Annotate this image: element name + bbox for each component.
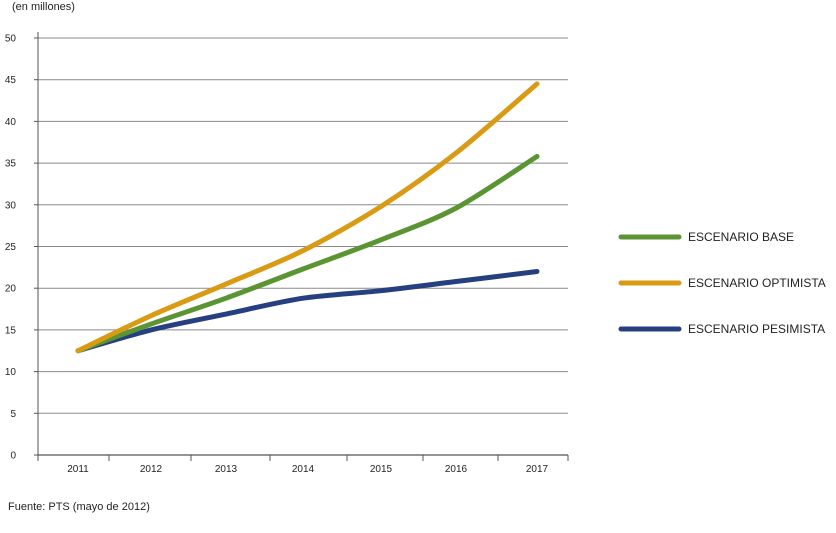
legend-item: ESCENARIO OPTIMISTA: [618, 276, 826, 290]
series-lines: [75, 81, 540, 354]
legend-item: ESCENARIO PESIMISTA: [618, 322, 825, 336]
y-tick-label: 20: [5, 284, 17, 295]
x-tick-label: 2015: [370, 464, 393, 475]
legend-label: ESCENARIO PESIMISTA: [688, 322, 825, 336]
y-tick-label: 25: [5, 242, 17, 253]
x-tick-label: 2014: [292, 464, 315, 475]
legend: ESCENARIO BASE ESCENARIO OPTIMISTA ESCENAR…: [618, 230, 826, 336]
legend-item: ESCENARIO BASE: [618, 230, 794, 244]
x-tick-label: 2011: [67, 464, 89, 475]
x-tick-label: 2016: [445, 464, 468, 475]
y-tick-label: 50: [5, 34, 17, 45]
axes: [34, 32, 569, 461]
y-tick-label: 45: [5, 75, 17, 86]
source-note: Fuente: PTS (mayo de 2012): [8, 501, 150, 513]
y-tick-label: 40: [5, 117, 17, 128]
y-tick-label: 0: [10, 451, 16, 462]
legend-label: ESCENARIO BASE: [688, 230, 794, 244]
y-tick-label: 30: [5, 200, 17, 211]
y-tick-label: 10: [5, 367, 17, 378]
x-tick-labels: 2011 2012 2013 2014 2015 2016 2017: [67, 464, 548, 475]
series-line-escenario-base: [75, 153, 540, 354]
x-tick-label: 2017: [526, 464, 549, 475]
series-line-escenario-pesimista: [75, 269, 540, 354]
y-axis-unit-label: (en millones): [12, 1, 75, 13]
x-tick-label: 2012: [140, 464, 163, 475]
y-tick-label: 15: [5, 325, 17, 336]
x-tick-label: 2013: [215, 464, 238, 475]
y-tick-label: 5: [10, 409, 16, 420]
series-line-escenario-optimista: [75, 81, 540, 354]
legend-label: ESCENARIO OPTIMISTA: [688, 276, 826, 290]
y-tick-label: 35: [5, 159, 17, 170]
y-tick-labels: 0 5 10 15 20 25 30 35 40 45 50: [5, 34, 17, 462]
gridlines: [38, 37, 568, 414]
